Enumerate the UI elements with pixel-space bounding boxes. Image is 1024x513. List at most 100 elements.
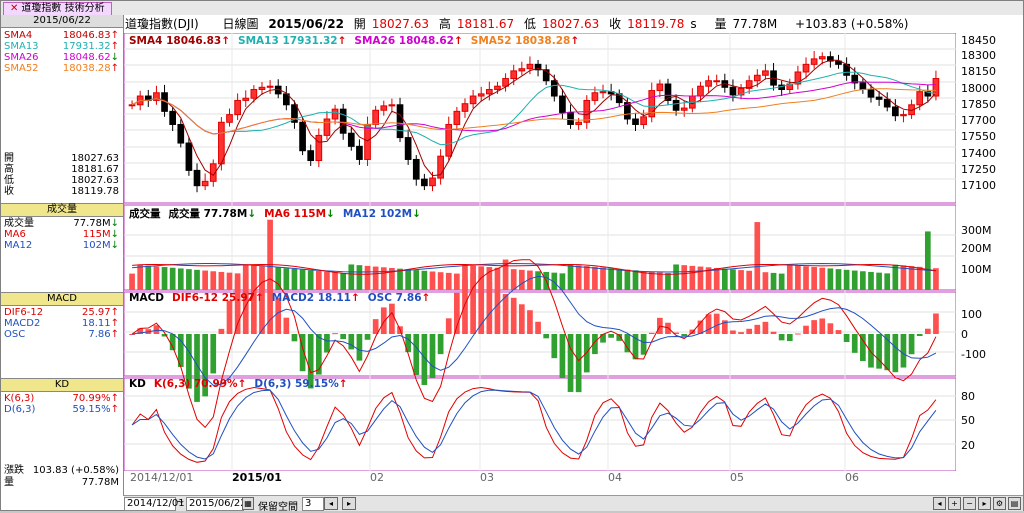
macd-label: OSC [4, 329, 26, 340]
spin-icon[interactable]: ◂ [324, 497, 338, 510]
osc-bar [218, 328, 225, 334]
candle-body [656, 83, 664, 92]
osc-bar [307, 334, 314, 389]
osc-bar [786, 334, 793, 342]
candle-body [502, 78, 509, 87]
ohlc-value: 18027.63 [71, 153, 119, 164]
start-date-field[interactable]: 2014/12/01 [124, 497, 185, 511]
volume-bar [429, 271, 436, 290]
osc-bar [348, 334, 355, 350]
osc-bar [251, 270, 257, 334]
volume-bar [267, 219, 273, 290]
vol-label: MA12 [4, 240, 33, 251]
volume-bar [510, 269, 517, 290]
osc-bar [470, 273, 476, 334]
osc-bar [868, 334, 874, 368]
volume-bar [324, 271, 330, 290]
osc-bar [567, 334, 574, 392]
ohlc-label: 收 [4, 186, 14, 197]
volume-bar [340, 273, 347, 290]
volume-bar [835, 269, 842, 290]
vol-label: 成交量 [4, 218, 34, 229]
ohlc-value: 18027.63 [71, 175, 119, 186]
osc-bar [186, 334, 192, 389]
scroll-right-icon[interactable]: ▸ [978, 497, 991, 510]
osc-bar [827, 323, 834, 334]
volume-bar [860, 271, 866, 290]
osc-bar [648, 332, 655, 334]
candle-body [388, 104, 396, 107]
candle-body [648, 90, 656, 118]
osc-bar [454, 292, 460, 334]
close-icon[interactable]: ✕ [10, 3, 19, 14]
candle-body [331, 108, 339, 120]
volume-bar [640, 271, 647, 290]
osc-bar [916, 334, 923, 337]
chart-canvas[interactable] [124, 33, 956, 471]
x-tick-label: 05 [730, 471, 744, 484]
candle-body [599, 91, 607, 94]
volume-bar [389, 267, 395, 290]
candle-body [307, 150, 315, 162]
volume-bar [916, 266, 923, 290]
sma-value: 18048.62↓ [62, 52, 119, 63]
osc-bar [413, 334, 420, 375]
osc-bar [518, 304, 525, 334]
macd-label: MACD2 [4, 318, 41, 329]
osc-bar [462, 279, 468, 334]
kd-axis-tick: 80 [961, 390, 975, 403]
volume-bar [705, 267, 712, 290]
volume-ma6-line [132, 263, 936, 275]
legend-entry: MACD [129, 292, 164, 304]
spin-right-icon[interactable]: ▸ [342, 497, 356, 510]
zoom-in-icon[interactable]: + [948, 497, 961, 510]
arrow-up-icon: ↑ [110, 393, 119, 404]
legend-entry: SMA4 18046.83↑ [129, 35, 231, 47]
osc-bar [332, 333, 338, 335]
kd-label: D(6,3) [4, 404, 36, 415]
osc-bar [429, 334, 436, 379]
osc-bar [437, 334, 444, 355]
print-icon[interactable]: ▤ [1008, 497, 1021, 510]
osc-bar [876, 334, 882, 369]
volume-bar [738, 270, 744, 290]
legend-entry: OSC 7.86↑ [367, 292, 431, 304]
osc-bar [819, 318, 826, 334]
calendar-icon[interactable]: ▦ [242, 497, 254, 510]
candle-body [226, 114, 233, 123]
legend-entry: MACD2 18.11↑ [271, 292, 360, 304]
volume-bar [803, 266, 809, 290]
candle-body [762, 70, 769, 76]
volume-bar [681, 265, 688, 290]
volume-bar [275, 267, 282, 290]
scroll-left-icon[interactable]: ◂ [933, 497, 946, 510]
macd-section-header: MACD [1, 292, 123, 306]
zoom-out-icon[interactable]: − [963, 497, 976, 510]
osc-bar [835, 330, 842, 334]
candle-body [266, 85, 274, 88]
quote-title-bar: 道瓊指數(DJI) 日線圖 2015/06/22 開 18027.63 高 1818… [125, 17, 909, 31]
volume-bar [129, 273, 135, 290]
sma-label: SMA4 [4, 30, 33, 41]
keep-space-input[interactable]: 3 [302, 497, 324, 511]
volume-bar [348, 264, 355, 290]
candle-body [518, 68, 526, 72]
tab-technical-analysis[interactable]: ✕ 道瓊指數 技術分析 [3, 2, 112, 15]
candle-body [404, 137, 412, 160]
panel-legend: MACD DIF6-12 25.97↑ MACD2 18.11↑ OSC 7.86↑ [129, 292, 438, 304]
candle-body [835, 60, 842, 65]
candle-body [347, 132, 355, 147]
candle-body [494, 85, 501, 90]
kd-axis-tick: 50 [961, 414, 975, 427]
volume-bar [713, 267, 720, 290]
volume-bar [527, 270, 533, 290]
osc-bar [754, 324, 761, 334]
candle-body [185, 142, 193, 171]
end-date-field[interactable]: 2015/06/22 [186, 497, 247, 511]
settings-icon[interactable]: ⚙ [993, 497, 1006, 510]
volume-bar [137, 264, 144, 290]
volume-bar [364, 265, 371, 290]
candle-body [510, 70, 518, 80]
candle-body [802, 63, 810, 73]
volume-bar [307, 270, 314, 290]
